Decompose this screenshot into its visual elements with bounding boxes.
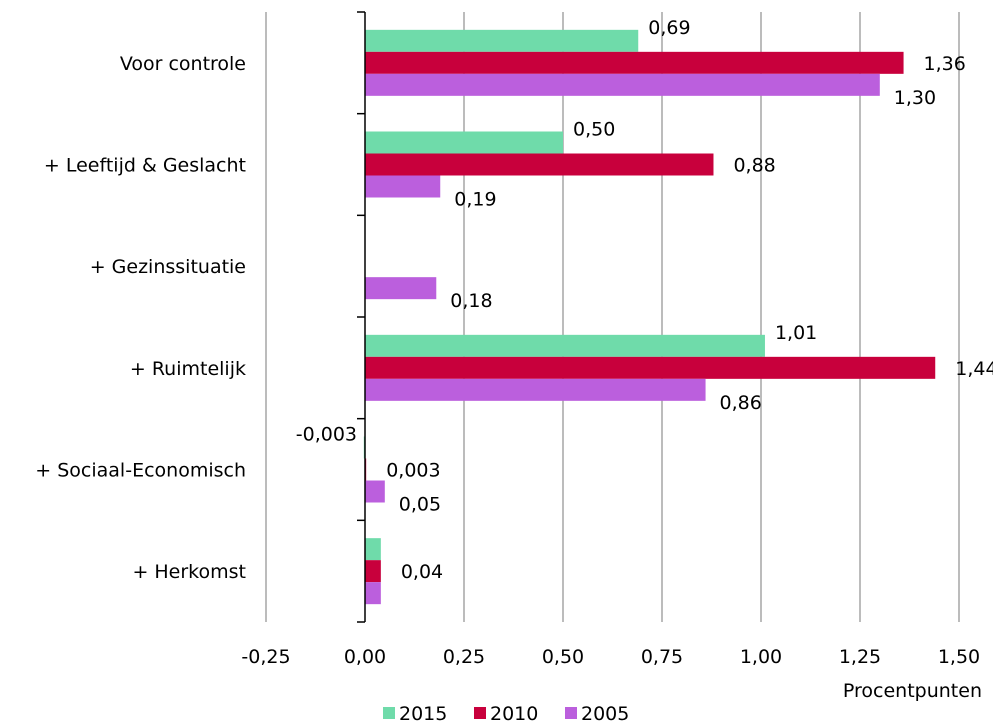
legend-label: 2005	[581, 703, 629, 724]
data-label: 0,86	[720, 392, 762, 414]
bar-2005	[365, 175, 441, 198]
data-label: 1,36	[924, 53, 966, 75]
data-label: 1,01	[775, 322, 817, 344]
bar-2015	[365, 29, 639, 52]
data-label: 0,003	[386, 460, 440, 482]
legend-swatch	[474, 707, 486, 719]
data-label: 0,50	[573, 119, 615, 141]
y-axis	[357, 11, 366, 623]
gridlines	[265, 12, 960, 622]
bar-2015	[365, 131, 563, 154]
category-label: + Ruimtelijk	[130, 358, 246, 380]
category-label: Voor controle	[120, 53, 246, 75]
category-label: + Sociaal-Economisch	[35, 460, 246, 482]
x-tick-label: -0,25	[241, 646, 290, 668]
legend-label: 2010	[490, 703, 538, 724]
bar-2015	[365, 334, 765, 357]
x-axis-label: Procentpunten	[843, 680, 982, 702]
legend-label: 2015	[399, 703, 447, 724]
bar-2010	[365, 51, 904, 74]
data-label: 1,44	[955, 358, 993, 380]
x-tick-label: 1,00	[740, 646, 782, 668]
data-label: 0,19	[454, 189, 496, 211]
bar-2010	[365, 153, 714, 176]
bar-2005	[365, 480, 385, 503]
bar-2010	[365, 356, 936, 379]
data-label: 0,04	[401, 561, 443, 583]
x-tick-label: 1,50	[938, 646, 980, 668]
category-label: + Gezinssituatie	[90, 256, 246, 278]
bar-2015	[365, 538, 381, 561]
bars	[363, 29, 936, 605]
x-tick-label: 0,75	[641, 646, 683, 668]
bar-2005	[365, 73, 880, 96]
category-label: + Herkomst	[132, 561, 246, 583]
data-label: 0,69	[648, 17, 690, 39]
bar-2005	[365, 378, 706, 401]
x-tick-label: 0,50	[542, 646, 584, 668]
bar-2005	[365, 582, 381, 605]
legend-swatch	[383, 707, 395, 719]
bar-2005	[365, 277, 437, 300]
x-tick-labels: -0,25 0,00 0,25 0,50 0,75 1,00 1,25 1,50	[241, 646, 980, 668]
x-tick-label: 1,25	[839, 646, 881, 668]
legend-swatch	[565, 707, 577, 719]
data-label: -0,003	[296, 424, 357, 446]
data-label: 0,88	[733, 155, 775, 177]
category-labels: Voor controle + Leeftijd & Geslacht + Gezi…	[35, 53, 246, 583]
x-tick-label: 0,25	[443, 646, 485, 668]
data-label: 0,05	[399, 494, 441, 516]
category-label: + Leeftijd & Geslacht	[44, 155, 246, 177]
bar-2010	[365, 560, 381, 583]
legend: 2015 2010 2005	[383, 703, 629, 724]
data-label: 0,18	[450, 290, 492, 312]
x-tick-label: 0,00	[344, 646, 386, 668]
data-label: 1,30	[894, 87, 936, 109]
data-labels: 0,69 1,36 1,30 0,50 0,88 0,19 0,18 1,01 1,44 0,86…	[296, 17, 993, 583]
